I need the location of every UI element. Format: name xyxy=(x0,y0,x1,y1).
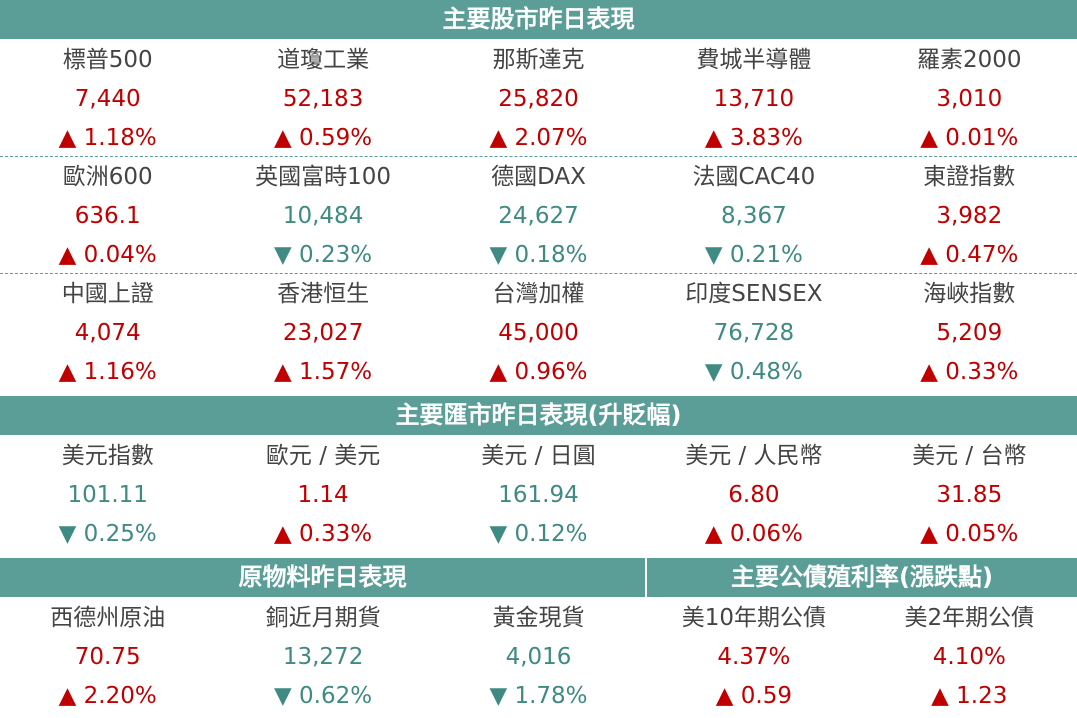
row-separator xyxy=(0,273,1077,274)
item-change: ▲ 0.59 xyxy=(715,683,792,709)
item-change: ▲ 0.05% xyxy=(920,521,1019,547)
item-name: 香港恒生 xyxy=(277,281,370,307)
item-name: 銅近月期貨 xyxy=(265,605,381,631)
item-name: 美2年期公債 xyxy=(904,605,1035,631)
item-value: 13,272 xyxy=(282,644,364,670)
item-change: ▲ 0.06% xyxy=(704,521,803,547)
item-value: 4.37% xyxy=(717,644,791,670)
section-header: 主要匯市昨日表現(升貶幅) xyxy=(0,396,1077,435)
item-name: 黃金現貨 xyxy=(492,605,585,631)
item-value: 4.10% xyxy=(932,644,1006,670)
row-separator xyxy=(0,156,1077,157)
item-value: 23,027 xyxy=(282,320,364,346)
item-change: ▲ 0.59% xyxy=(274,125,373,151)
item-value: 24,627 xyxy=(498,203,579,229)
section-header: 主要股市昨日表現 xyxy=(0,0,1077,39)
item-value: 4,074 xyxy=(74,320,141,346)
item-name: 印度SENSEX xyxy=(685,281,823,307)
item-change: ▼ 0.62% xyxy=(274,683,373,709)
item-value: 3,982 xyxy=(936,203,1003,229)
item-value: 25,820 xyxy=(498,86,579,112)
item-name: 德國DAX xyxy=(491,164,586,190)
item-change: ▲ 1.18% xyxy=(58,125,157,151)
item-name: 美元 / 日圓 xyxy=(481,443,596,469)
item-value: 4,016 xyxy=(505,644,572,670)
item-name: 美10年期公債 xyxy=(681,605,827,631)
item-name: 法國CAC40 xyxy=(692,164,816,190)
item-value: 3,010 xyxy=(936,86,1003,112)
item-value: 7,440 xyxy=(74,86,141,112)
item-name: 美元 / 台幣 xyxy=(912,443,1027,469)
item-change: ▼ 0.48% xyxy=(704,359,803,385)
item-name: 東證指數 xyxy=(923,164,1016,190)
item-change: ▼ 0.21% xyxy=(704,242,803,268)
item-name: 西德州原油 xyxy=(50,605,166,631)
item-value: 1.14 xyxy=(297,482,349,508)
item-change: ▲ 0.47% xyxy=(920,242,1019,268)
item-value: 101.11 xyxy=(67,482,148,508)
item-change: ▲ 0.33% xyxy=(920,359,1019,385)
item-change: ▲ 1.16% xyxy=(58,359,157,385)
item-value: 31.85 xyxy=(936,482,1003,508)
item-name: 費城半導體 xyxy=(696,47,812,73)
item-name: 美元 / 人民幣 xyxy=(685,443,823,469)
item-value: 70.75 xyxy=(74,644,141,670)
item-change: ▲ 1.23 xyxy=(931,683,1008,709)
item-name: 歐洲600 xyxy=(62,164,153,190)
item-value: 161.94 xyxy=(498,482,579,508)
item-name: 台灣加權 xyxy=(492,281,585,307)
item-change: ▲ 0.96% xyxy=(489,359,588,385)
item-change: ▲ 2.07% xyxy=(489,125,588,151)
item-change: ▼ 0.18% xyxy=(489,242,588,268)
item-value: 5,209 xyxy=(936,320,1003,346)
item-value: 8,367 xyxy=(720,203,787,229)
item-change: ▲ 0.33% xyxy=(274,521,373,547)
item-name: 那斯達克 xyxy=(492,47,585,73)
item-value: 76,728 xyxy=(713,320,795,346)
item-value: 10,484 xyxy=(282,203,364,229)
item-value: 636.1 xyxy=(74,203,141,229)
item-change: ▼ 1.78% xyxy=(489,683,588,709)
section-header: 原物料昨日表現 xyxy=(0,558,645,597)
item-change: ▲ 0.01% xyxy=(920,125,1019,151)
section-header: 主要公債殖利率(漲跌點) xyxy=(647,558,1077,597)
item-name: 中國上證 xyxy=(61,281,154,307)
item-value: 13,710 xyxy=(713,86,795,112)
item-change: ▲ 2.20% xyxy=(58,683,157,709)
item-name: 羅素2000 xyxy=(917,47,1022,73)
item-name: 海峽指數 xyxy=(923,281,1016,307)
item-change: ▼ 0.23% xyxy=(274,242,373,268)
item-change: ▼ 0.12% xyxy=(489,521,588,547)
item-value: 52,183 xyxy=(282,86,364,112)
item-name: 道瓊工業 xyxy=(277,47,370,73)
item-value: 6.80 xyxy=(728,482,780,508)
item-value: 45,000 xyxy=(498,320,579,346)
item-change: ▲ 3.83% xyxy=(704,125,803,151)
item-name: 美元指數 xyxy=(61,443,154,469)
item-name: 歐元 / 美元 xyxy=(265,443,381,469)
item-change: ▲ 1.57% xyxy=(274,359,373,385)
item-change: ▲ 0.04% xyxy=(58,242,157,268)
item-name: 英國富時100 xyxy=(255,164,392,190)
item-name: 標普500 xyxy=(62,47,153,73)
item-change: ▼ 0.25% xyxy=(58,521,157,547)
